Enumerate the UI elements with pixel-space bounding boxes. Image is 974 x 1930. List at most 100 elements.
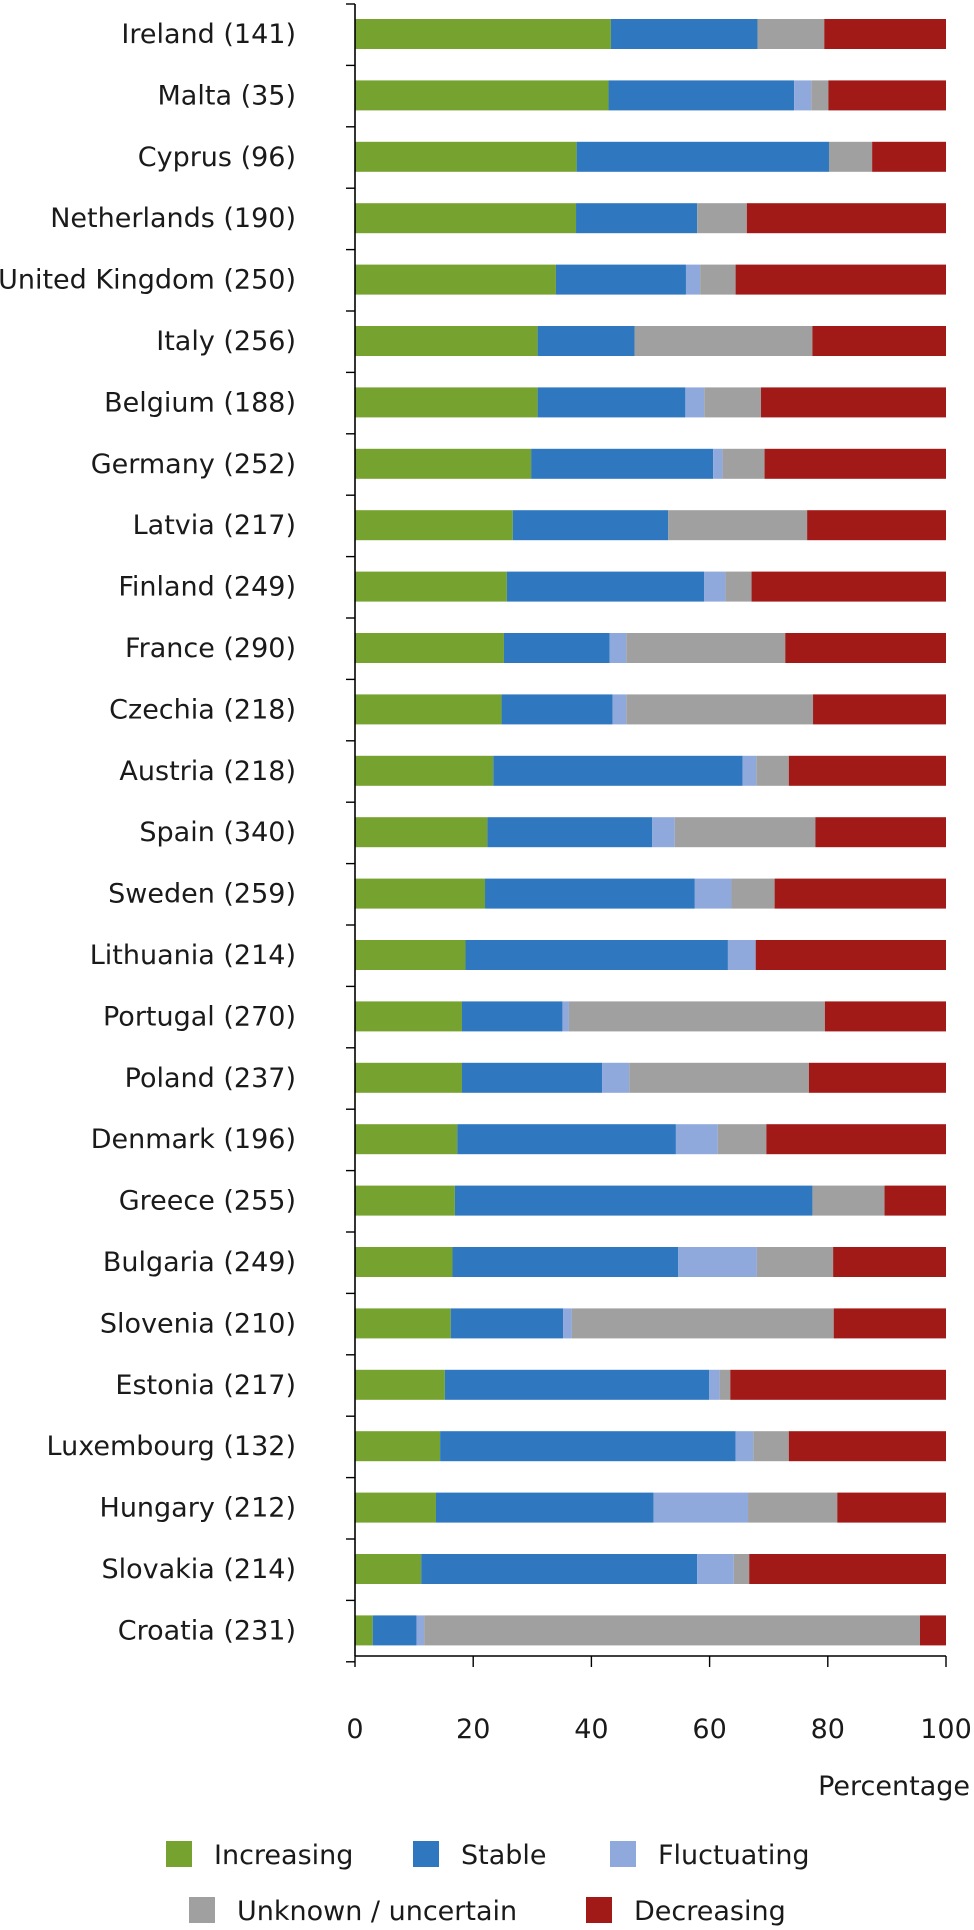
- category-label-greece: Greece (255): [119, 1186, 296, 1217]
- bar-belgium-stable: [537, 387, 686, 418]
- bar-sweden-increasing: [355, 878, 486, 909]
- bar-czechia-increasing: [355, 694, 502, 725]
- bar-croatia-unknown-uncertain: [424, 1615, 920, 1646]
- bar-poland-increasing: [355, 1062, 462, 1093]
- bar-hungary-stable: [435, 1492, 654, 1523]
- bar-greece-unknown-uncertain: [812, 1185, 885, 1216]
- bar-spain-stable: [487, 817, 653, 848]
- category-label-finland: Finland (249): [118, 572, 296, 603]
- bar-united-kingdom-fluctuating: [685, 264, 701, 295]
- bar-croatia-decreasing: [920, 1615, 946, 1646]
- bar-austria-stable: [493, 755, 743, 786]
- bar-germany-increasing: [355, 448, 532, 479]
- x-tick-label-100: 100: [920, 1714, 972, 1745]
- bar-malta-increasing: [355, 80, 609, 111]
- bar-belgium-decreasing: [761, 387, 946, 418]
- legend-swatch-increasing: [166, 1841, 192, 1867]
- category-label-poland: Poland (237): [125, 1063, 296, 1094]
- bar-cyprus-increasing: [355, 141, 577, 172]
- bar-denmark-increasing: [355, 1124, 458, 1155]
- category-label-netherlands: Netherlands (190): [50, 203, 296, 234]
- bar-united-kingdom-stable: [555, 264, 686, 295]
- bar-germany-unknown-uncertain: [722, 448, 765, 479]
- bar-denmark-unknown-uncertain: [717, 1124, 767, 1155]
- bar-malta-stable: [608, 80, 795, 111]
- x-tick-label-80: 80: [811, 1714, 845, 1745]
- bar-czechia-decreasing: [813, 694, 946, 725]
- bar-portugal-stable: [461, 1001, 563, 1032]
- category-label-portugal: Portugal (270): [103, 1001, 296, 1032]
- bar-portugal-unknown-uncertain: [568, 1001, 825, 1032]
- bar-netherlands-unknown-uncertain: [697, 203, 747, 234]
- bar-bulgaria-stable: [452, 1247, 679, 1277]
- category-label-france: France (290): [125, 633, 296, 664]
- bar-latvia-unknown-uncertain: [668, 510, 808, 541]
- bar-italy-stable: [537, 326, 635, 356]
- bar-portugal-increasing: [355, 1001, 462, 1032]
- bar-italy-decreasing: [812, 326, 946, 356]
- bar-ireland-increasing: [355, 19, 611, 49]
- legend-label-fluctuating: Fluctuating: [658, 1840, 810, 1871]
- bar-czechia-stable: [501, 694, 613, 725]
- bar-poland-stable: [461, 1062, 603, 1093]
- bar-germany-stable: [531, 448, 714, 479]
- category-label-luxembourg: Luxembourg (132): [47, 1431, 296, 1462]
- bar-lithuania-fluctuating: [727, 940, 756, 970]
- bar-finland-fluctuating: [704, 571, 726, 602]
- bar-belgium-fluctuating: [685, 387, 705, 418]
- bar-slovenia-increasing: [355, 1308, 451, 1339]
- legend-swatch-stable: [413, 1841, 439, 1867]
- bar-poland-unknown-uncertain: [629, 1062, 809, 1093]
- bar-luxembourg-decreasing: [788, 1431, 946, 1462]
- bar-lithuania-increasing: [355, 940, 466, 970]
- bar-croatia-stable: [372, 1615, 417, 1646]
- bar-germany-decreasing: [764, 448, 946, 479]
- bar-sweden-fluctuating: [694, 878, 732, 909]
- bar-hungary-fluctuating: [653, 1492, 749, 1523]
- bar-greece-increasing: [355, 1185, 455, 1216]
- bar-slovakia-increasing: [355, 1554, 422, 1584]
- bar-czechia-fluctuating: [612, 694, 627, 725]
- bar-hungary-increasing: [355, 1492, 436, 1523]
- bar-spain-fluctuating: [652, 817, 675, 848]
- legend-label-stable: Stable: [461, 1840, 547, 1871]
- bar-poland-fluctuating: [602, 1062, 630, 1093]
- bar-croatia-increasing: [355, 1615, 373, 1646]
- category-label-estonia: Estonia (217): [115, 1370, 296, 1401]
- bar-slovakia-unknown-uncertain: [733, 1554, 750, 1584]
- bar-finland-unknown-uncertain: [725, 571, 752, 602]
- bar-austria-unknown-uncertain: [756, 755, 789, 786]
- bar-slovakia-decreasing: [749, 1554, 946, 1584]
- bar-latvia-increasing: [355, 510, 513, 541]
- category-label-italy: Italy (256): [156, 326, 296, 357]
- category-label-cyprus: Cyprus (96): [138, 142, 296, 173]
- bar-united-kingdom-unknown-uncertain: [700, 264, 736, 295]
- bar-slovakia-fluctuating: [697, 1554, 734, 1584]
- bar-cyprus-decreasing: [872, 141, 947, 172]
- category-label-czechia: Czechia (218): [109, 694, 296, 725]
- bar-denmark-decreasing: [766, 1124, 946, 1155]
- x-axis-label: Percentage: [818, 1771, 970, 1802]
- bar-greece-decreasing: [884, 1185, 946, 1216]
- bar-ireland-stable: [610, 19, 758, 49]
- bar-czechia-unknown-uncertain: [626, 694, 814, 725]
- bar-ireland-decreasing: [824, 19, 946, 49]
- bar-france-increasing: [355, 633, 504, 663]
- bar-austria-increasing: [355, 755, 494, 786]
- bar-netherlands-increasing: [355, 203, 577, 234]
- bar-belgium-increasing: [355, 387, 538, 418]
- bar-latvia-stable: [512, 510, 669, 541]
- bar-luxembourg-fluctuating: [735, 1431, 754, 1462]
- bar-estonia-increasing: [355, 1369, 445, 1400]
- bar-ireland-unknown-uncertain: [757, 19, 825, 49]
- legend-swatch-decreasing: [586, 1897, 612, 1923]
- bar-italy-increasing: [355, 326, 538, 356]
- legend-label-decreasing: Decreasing: [634, 1896, 786, 1927]
- bar-sweden-unknown-uncertain: [731, 878, 775, 909]
- bar-lithuania-stable: [465, 940, 728, 970]
- bar-germany-fluctuating: [713, 448, 723, 479]
- bar-slovenia-unknown-uncertain: [571, 1308, 834, 1339]
- bar-malta-unknown-uncertain: [811, 80, 829, 111]
- category-label-lithuania: Lithuania (214): [90, 940, 296, 971]
- bar-estonia-stable: [444, 1369, 710, 1400]
